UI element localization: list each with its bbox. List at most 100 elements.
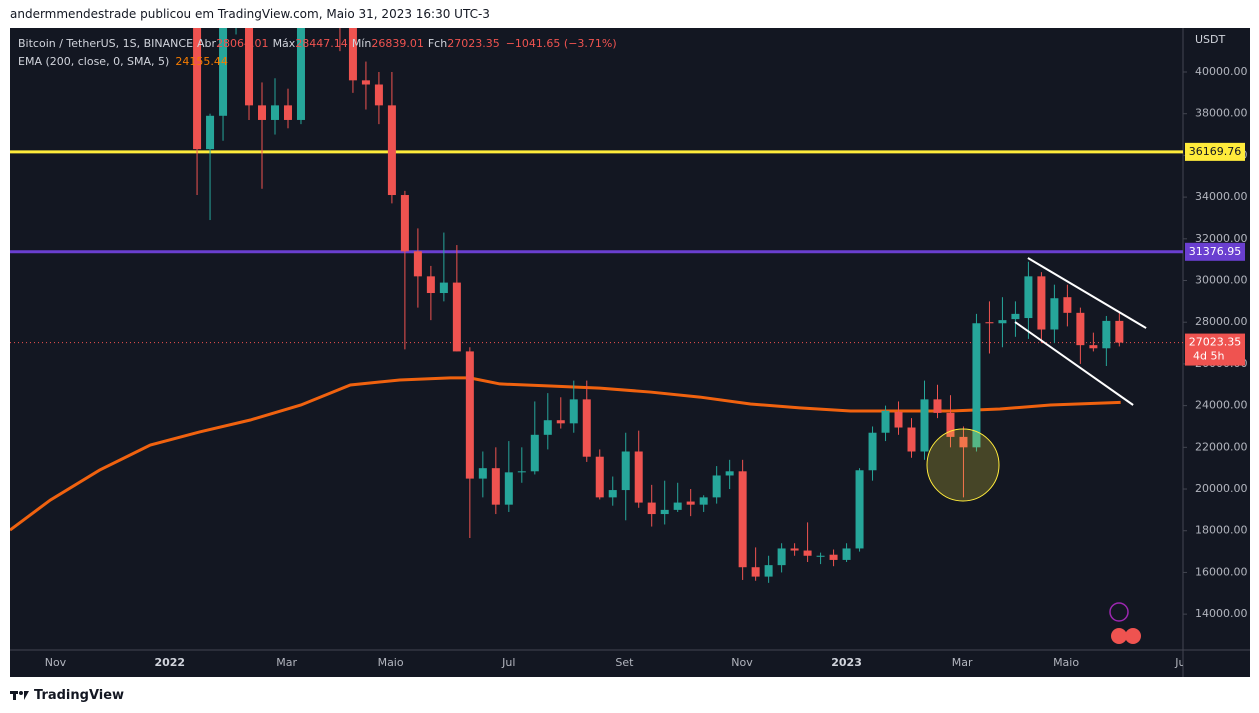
y-tick-label: 18000.00 <box>1195 524 1248 537</box>
countdown: 4d 5h <box>1193 350 1224 363</box>
y-tick-label: 32000.00 <box>1195 232 1248 245</box>
candle-body <box>336 0 344 26</box>
candle-body <box>530 434 539 472</box>
candle-body <box>725 471 734 476</box>
y-tick-label: 38000.00 <box>1195 107 1248 120</box>
price-tag-label: 36169.76 <box>1189 145 1242 158</box>
candle-body <box>686 501 695 505</box>
y-tick-label: 14000.00 <box>1195 607 1248 620</box>
candle-body <box>647 502 656 515</box>
x-tick-label: Mar <box>276 656 297 669</box>
ohlc-value: 26839.01 <box>371 37 424 50</box>
legend-row: Bitcoin / TetherUS, 1S, BINANCE Abr28064.… <box>18 35 617 53</box>
time-axis: Nov 2022 Mar Maio Jul Set Nov 2023 Mar Maio Ju <box>45 656 1185 669</box>
candle-body <box>270 105 279 120</box>
chart-bg <box>10 28 1250 677</box>
candle-body <box>881 410 890 433</box>
x-tick-label: Nov <box>45 656 67 669</box>
price-tag <box>1185 242 1245 261</box>
ohlc-value: 28447.14 <box>295 37 348 50</box>
candle-body <box>777 548 786 566</box>
candle-body <box>452 282 461 352</box>
price-tag <box>1185 142 1245 161</box>
x-tick-label: Maio <box>378 656 404 669</box>
candle-body <box>400 195 409 252</box>
candle-body <box>1050 298 1059 330</box>
candle-body <box>258 105 267 120</box>
candle-body <box>673 502 682 510</box>
legend-row: EMA (200, close, 0, SMA, 5) 24155.44 <box>18 53 617 71</box>
candle-body <box>193 28 202 150</box>
y-unit: USDT <box>1195 33 1226 46</box>
candle-body <box>426 276 435 294</box>
symbol: Bitcoin / TetherUS, 1S, BINANCE <box>18 37 194 50</box>
candle-body <box>1037 276 1046 330</box>
x-tick-label: Ju <box>1174 656 1185 669</box>
candle-body <box>608 490 617 498</box>
ema-name: EMA (200, close, 0, SMA, 5) <box>18 55 170 68</box>
icon <box>1109 602 1129 622</box>
y-tick-label: 24000.00 <box>1195 399 1248 412</box>
candle-body <box>972 323 981 448</box>
price-tag <box>1185 333 1245 366</box>
ohlc-label: Mín <box>351 37 372 50</box>
candle-body <box>1011 313 1020 320</box>
candle-body <box>790 548 799 551</box>
candle-body <box>232 0 240 9</box>
candle-body <box>621 451 630 491</box>
price-tag-label: 31376.95 <box>1189 245 1242 258</box>
candle-body <box>283 105 292 120</box>
y-tick-label: 28000.00 <box>1195 315 1248 328</box>
candle-body <box>933 399 942 413</box>
candle-body <box>245 28 254 106</box>
candle-body <box>1063 297 1072 313</box>
x-tick-label: Nov <box>731 656 753 669</box>
candle-body <box>816 555 825 557</box>
logo <box>10 691 29 700</box>
candle-body <box>738 471 747 568</box>
candle-body <box>582 399 591 457</box>
candle-body <box>219 28 228 116</box>
candle-body <box>764 565 773 577</box>
ema-line <box>10 376 1121 532</box>
header: andermmendestrade publicou em TradingVie… <box>10 7 490 21</box>
candle-body <box>491 468 500 505</box>
candle-body <box>1089 345 1098 349</box>
x-tick-label: Set <box>615 656 634 669</box>
candle-body <box>478 468 487 479</box>
candle-body <box>855 470 864 549</box>
highlight-circle <box>926 428 1000 502</box>
plot <box>10 0 1183 583</box>
y-tick-label: 20000.00 <box>1195 482 1248 495</box>
y-tick-label: 22000.00 <box>1195 440 1248 453</box>
x-tick-label: 2022 <box>154 656 185 669</box>
y-tick-label: 34000.00 <box>1195 190 1248 203</box>
x-tick-label: Jul <box>501 656 515 669</box>
ohlc-value: 27023.35 <box>447 37 500 50</box>
candle-body <box>712 475 721 498</box>
candle-body <box>361 80 370 85</box>
candle-body <box>634 451 643 503</box>
candle-body <box>985 322 994 324</box>
candle-body <box>998 320 1007 324</box>
candle-body <box>556 420 565 424</box>
y-tick-label: 30000.00 <box>1195 274 1248 287</box>
candle-body <box>296 28 305 120</box>
y-tick-label: 40000.00 <box>1195 65 1248 78</box>
candle-body <box>348 28 357 81</box>
trendline <box>1014 321 1134 406</box>
candle-body <box>1115 320 1124 343</box>
candle-body <box>413 251 422 277</box>
x-tick-label: Mar <box>952 656 973 669</box>
candle-body <box>1102 320 1111 349</box>
legend: Bitcoin / TetherUS, 1S, BINANCE Abr28064.… <box>18 35 617 71</box>
brand: TradingView <box>34 688 125 703</box>
candle-body <box>439 282 448 294</box>
candle-body <box>699 497 708 505</box>
candle-body <box>1076 312 1085 346</box>
candle-body <box>842 548 851 560</box>
icon <box>1111 628 1127 644</box>
candle-body <box>543 420 552 435</box>
candle-body <box>465 351 474 479</box>
